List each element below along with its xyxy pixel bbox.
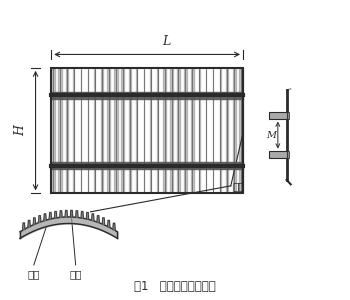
Polygon shape <box>97 216 99 222</box>
Text: L: L <box>162 35 170 49</box>
Text: 网条: 网条 <box>69 269 82 279</box>
Bar <box>269 152 287 158</box>
Polygon shape <box>70 210 73 217</box>
Bar <box>287 152 289 158</box>
Text: H: H <box>14 125 27 136</box>
Polygon shape <box>22 223 25 230</box>
Text: 图1   焊接式条网示意图: 图1 焊接式条网示意图 <box>134 280 216 293</box>
Polygon shape <box>28 220 30 227</box>
Polygon shape <box>44 214 46 220</box>
Polygon shape <box>92 214 94 220</box>
Polygon shape <box>113 223 115 230</box>
Polygon shape <box>86 212 89 219</box>
Polygon shape <box>33 218 36 224</box>
Bar <box>51 68 243 193</box>
Bar <box>287 112 289 119</box>
Polygon shape <box>81 212 83 218</box>
Polygon shape <box>55 212 57 218</box>
Polygon shape <box>76 211 78 217</box>
Polygon shape <box>60 211 62 217</box>
Polygon shape <box>65 210 68 217</box>
Text: M: M <box>267 130 276 140</box>
Polygon shape <box>107 220 110 227</box>
Text: 筋条: 筋条 <box>28 269 40 279</box>
Polygon shape <box>102 218 105 224</box>
Bar <box>269 112 287 119</box>
Polygon shape <box>49 212 51 219</box>
Text: 压条: 压条 <box>232 181 245 191</box>
Polygon shape <box>38 216 41 222</box>
